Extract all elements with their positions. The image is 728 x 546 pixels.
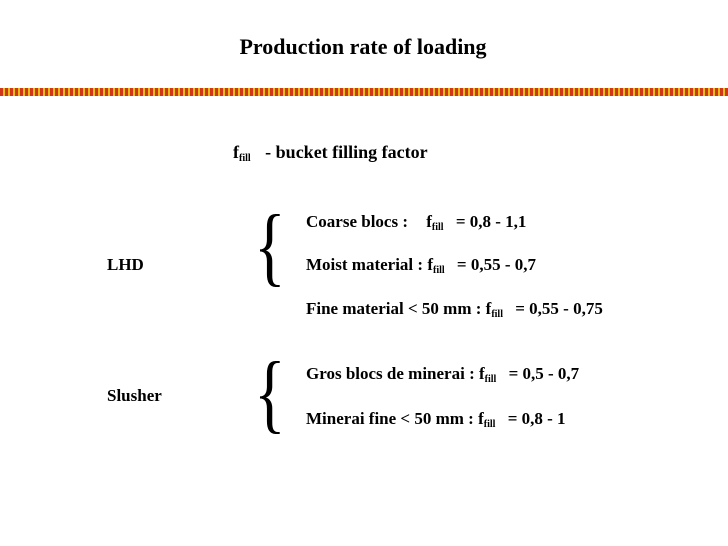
brace-icon: { bbox=[254, 198, 286, 295]
group-label-slusher: Slusher bbox=[107, 386, 162, 405]
list-item: Moist material : ffill = 0,55 - 0,7 bbox=[306, 255, 537, 276]
slide-title: Production rate of loading bbox=[239, 34, 487, 59]
list-item: Coarse blocs : ffill = 0,8 - 1,1 bbox=[306, 212, 527, 233]
list-item: Minerai fine < 50 mm : ffill = 0,8 - 1 bbox=[306, 409, 566, 430]
list-item: Gros blocs de minerai : ffill = 0,5 - 0,… bbox=[306, 364, 580, 385]
definition-text: - bucket filling factor bbox=[265, 142, 428, 162]
decorative-rule bbox=[0, 88, 728, 96]
list-item: Fine material < 50 mm : ffill = 0,55 - 0… bbox=[306, 299, 603, 320]
brace-icon: { bbox=[254, 345, 286, 442]
definition-subscript: fill bbox=[239, 153, 251, 164]
definition-symbol: f bbox=[233, 142, 239, 162]
group-label-lhd: LHD bbox=[107, 255, 144, 274]
definition-line: ffill - bucket filling factor bbox=[233, 142, 428, 164]
